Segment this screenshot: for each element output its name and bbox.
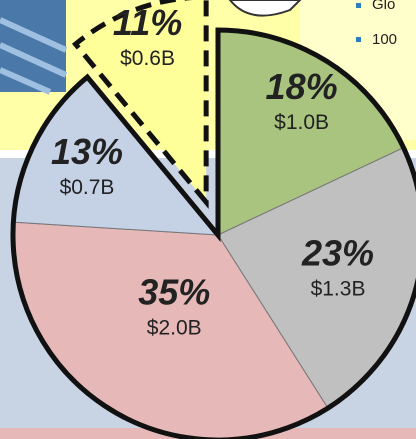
slice-amount: $0.7B [60,176,115,199]
bullet-text: 100 [372,31,397,48]
pie-slice [71,0,209,210]
slice-percent: 13% [51,131,123,172]
pie: 18% $1.0B 23% $1.3B 35% $2.0B 13% $0.7B 11% $0.6B [10,0,416,439]
bullet-dot [356,37,361,42]
pie-outline [10,27,416,439]
callout [228,0,302,17]
slice-amount: $2.0B [147,317,202,340]
slice-percent: 11% [113,2,182,43]
slice-percent: 35% [138,272,210,313]
slice-percent: 18% [266,66,338,107]
bullet-dot [356,3,361,8]
bullet-text: Glo [372,0,395,13]
slice-amount: $1.3B [311,277,366,300]
photo-detail [0,17,68,95]
slice-amount: $0.6B [120,47,175,70]
slice-percent: 23% [301,232,374,273]
slice-amount: $1.0B [274,111,329,134]
